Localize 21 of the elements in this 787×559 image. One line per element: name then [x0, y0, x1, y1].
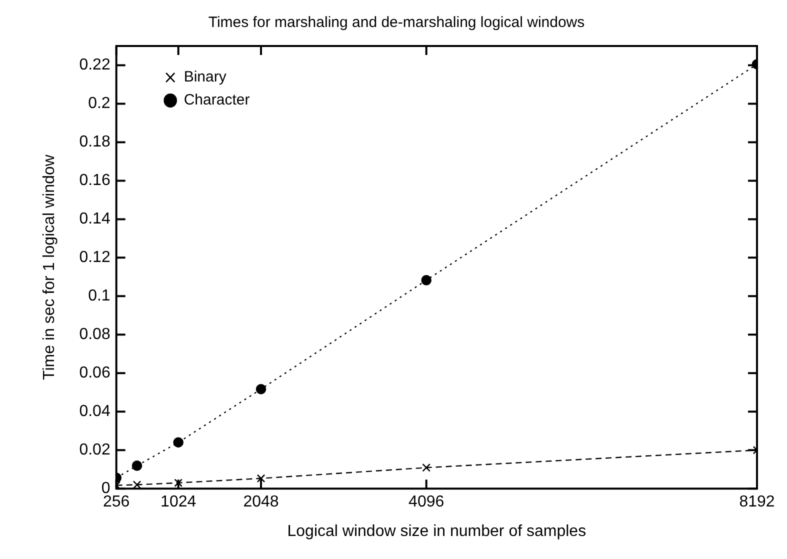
chart-title: Times for marshaling and de-marshaling logical windows [208, 14, 585, 32]
y-tick-label: 0.08 [79, 326, 110, 344]
y-tick-label: 0.04 [79, 403, 110, 420]
legend-label: Binary [184, 68, 227, 86]
y-tick-label: 0.2 [88, 95, 110, 112]
x-axis-title: Logical window size in number of samples [287, 522, 586, 540]
y-tick-label: 0.18 [79, 134, 110, 151]
y-tick-label: 0.06 [79, 364, 110, 382]
legend-label: Character [184, 92, 250, 109]
y-tick-label: 0.14 [79, 210, 110, 228]
y-tick-label: 0.12 [79, 249, 110, 266]
y-tick-label: 0.02 [79, 442, 110, 459]
y-axis-title: Time in sec for 1 logical window [41, 154, 58, 380]
x-tick-label: 1024 [160, 494, 196, 511]
x-tick-label: 8192 [739, 494, 775, 511]
x-tick-label: 256 [102, 494, 130, 511]
y-tick-label: 0.22 [79, 56, 110, 74]
x-tick-label: 4096 [408, 494, 444, 511]
y-tick-label: 0.1 [88, 288, 110, 305]
y-tick-label: 0.16 [79, 172, 110, 190]
x-tick-label: 2048 [243, 494, 279, 511]
